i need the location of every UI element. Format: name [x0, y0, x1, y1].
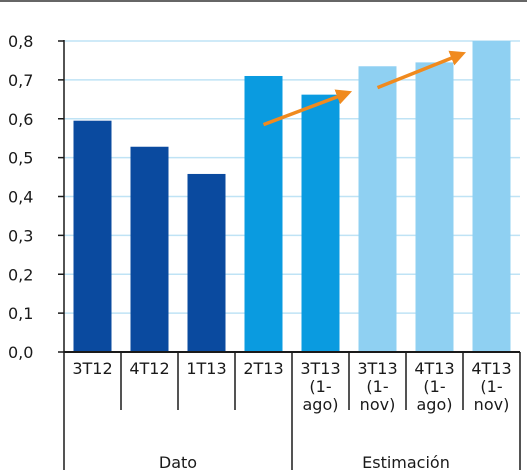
x-tick-label: 2T13: [243, 359, 283, 378]
bar-5: [358, 66, 397, 353]
x-tick-label: 4T12: [129, 359, 169, 378]
x-tick-label: 1T13: [186, 359, 226, 378]
bar-1: [130, 146, 169, 352]
y-tick-label: 0,3: [8, 226, 33, 245]
y-tick-label: 0,1: [8, 304, 33, 323]
bar-7: [472, 41, 511, 352]
x-tick-label: (1-: [366, 377, 388, 396]
x-tick-label: nov): [360, 395, 396, 414]
bar-6: [415, 62, 454, 352]
trend-arrows: [262, 50, 466, 127]
trend-arrow: [262, 89, 353, 127]
x-tick-label: (1-: [309, 377, 331, 396]
x-tick-label: ago): [303, 395, 339, 414]
x-tick-label: 3T12: [72, 359, 112, 378]
x-tick-label: (1-: [423, 377, 445, 396]
x-group-label: Estimación: [362, 453, 450, 472]
bar-2: [187, 173, 226, 352]
bar-0: [73, 120, 112, 352]
x-tick-label: (1-: [480, 377, 502, 396]
x-axis: 3T12 4T12 1T13 2T13 3T13(1-ago)3T13(1-nov)4T…: [63, 351, 521, 472]
x-group-label: Dato: [159, 453, 197, 472]
y-tick-label: 0,0: [8, 343, 33, 362]
bars: [73, 41, 511, 353]
y-axis: 0,0 0,1 0,2 0,3 0,4 0,5 0,6 0,7 0,8: [8, 32, 65, 362]
x-tick-label: 3T13: [357, 359, 397, 378]
y-tick-label: 0,5: [8, 149, 33, 168]
x-tick-label: ago): [417, 395, 453, 414]
y-tick-label: 0,4: [8, 188, 33, 207]
x-tick-label: 4T13: [471, 359, 511, 378]
bar-3: [244, 75, 283, 353]
y-tick-label: 0,8: [8, 32, 33, 51]
x-tick-label: 3T13: [300, 359, 340, 378]
y-tick-label: 0,2: [8, 265, 33, 284]
y-tick-label: 0,7: [8, 71, 33, 90]
bar-4: [301, 94, 340, 353]
x-tick-label: nov): [474, 395, 510, 414]
x-tick-label: 4T13: [414, 359, 454, 378]
y-tick-label: 0,6: [8, 110, 33, 129]
trend-arrow: [376, 50, 466, 90]
